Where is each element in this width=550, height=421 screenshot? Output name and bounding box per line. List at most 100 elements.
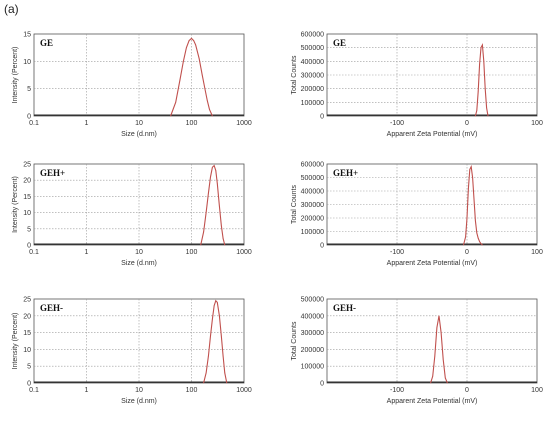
data-point — [170, 115, 171, 117]
series-line — [200, 164, 226, 246]
data-point — [465, 236, 466, 238]
data-point — [430, 382, 431, 384]
data-point — [183, 60, 184, 62]
y-tick-label: 200000 — [301, 216, 324, 223]
x-tick-label: 100 — [186, 120, 198, 127]
x-tick-label: 10 — [135, 120, 143, 127]
data-point — [484, 88, 486, 90]
x-tick-label: 0 — [465, 120, 469, 127]
chart-zeta-gehm: -100 0 100 0 100000 200000 300000 400000 500000 A… — [291, 297, 543, 406]
y-tick-label: 300000 — [301, 330, 324, 337]
x-tick-label: 0.1 — [29, 120, 39, 127]
data-point — [208, 355, 209, 357]
series-line — [203, 299, 228, 384]
plot-frame — [326, 298, 538, 384]
y-tick-label: 5 — [27, 226, 31, 233]
chart-size-ge: 0.1 1 10 100 1000 0 5 10 15 Size (d.nm) Intensity … — [12, 32, 252, 139]
y-tick-label: 15 — [23, 194, 31, 201]
data-point — [213, 305, 215, 307]
data-point — [447, 382, 448, 384]
data-point — [482, 44, 483, 46]
data-point — [179, 80, 181, 81]
data-point — [203, 231, 204, 233]
data-point — [482, 244, 483, 246]
y-tick-label: 0 — [27, 114, 31, 121]
y-tick-label: 0 — [27, 381, 31, 388]
data-point — [432, 375, 434, 377]
chart-size-gehm: 0.1 1 10 100 1000 0 5 10 15 20 25 Size (d.nm) Intens… — [12, 297, 252, 406]
y-tick-label: 500000 — [301, 297, 324, 304]
x-axis-label: Size (d.nm) — [121, 260, 157, 267]
data-point — [436, 327, 438, 328]
x-tick-label: 100 — [531, 387, 543, 394]
data-point — [442, 359, 444, 360]
y-axis-label: Intensity (Percent) — [12, 47, 19, 104]
data-point — [215, 300, 217, 302]
data-point — [198, 58, 200, 59]
series-line — [474, 42, 489, 117]
data-point — [477, 91, 479, 92]
data-point — [205, 212, 207, 213]
y-tick-label: 400000 — [301, 313, 324, 320]
data-point — [212, 318, 213, 320]
y-tick-label: 100000 — [301, 229, 324, 236]
data-point — [487, 115, 489, 117]
x-tick-label: -100 — [390, 120, 404, 127]
y-tick-label: 300000 — [301, 202, 324, 209]
data-point — [483, 60, 485, 62]
data-point — [434, 355, 436, 357]
data-point — [444, 377, 446, 379]
data-point — [220, 225, 222, 226]
y-tick-label: 300000 — [301, 73, 324, 80]
x-tick-label: 0 — [465, 387, 469, 394]
data-point — [473, 198, 475, 200]
series-line — [462, 164, 483, 246]
y-tick-label: 600000 — [301, 162, 324, 169]
y-tick-label: 200000 — [301, 86, 324, 93]
data-point — [476, 232, 478, 234]
data-point — [200, 244, 202, 246]
y-tick-label: 5 — [27, 86, 31, 93]
data-point — [220, 335, 222, 337]
x-axis-label: Size (d.nm) — [121, 398, 157, 405]
data-point — [204, 88, 206, 90]
data-point — [476, 110, 478, 111]
x-tick-label: 0.1 — [29, 387, 39, 394]
y-axis-label: Intensity (Percent) — [12, 176, 19, 233]
data-point — [438, 315, 440, 317]
y-tick-label: 5 — [27, 364, 31, 371]
y-tick-label: 15 — [23, 330, 31, 337]
data-point — [216, 183, 218, 184]
data-point — [479, 241, 480, 242]
y-tick-label: 400000 — [301, 189, 324, 196]
y-axis-label: Total Counts — [291, 55, 298, 94]
y-tick-label: 0 — [320, 243, 324, 250]
y-tick-label: 0 — [27, 243, 31, 250]
x-tick-label: 1000 — [236, 120, 252, 127]
y-tick-label: 10 — [23, 59, 31, 66]
x-axis-label: Apparent Zeta Potential (mV) — [387, 398, 478, 405]
data-point — [472, 177, 473, 178]
y-tick-label: 10 — [23, 347, 31, 354]
data-point — [210, 335, 211, 337]
chart-zeta-gehp: -100 0 100 0 100000 200000 300000 400000 500000 6… — [291, 162, 543, 268]
y-tick-label: 0 — [320, 381, 324, 388]
data-point — [216, 302, 218, 303]
sample-title: GE — [333, 38, 346, 48]
x-tick-label: 1 — [85, 249, 89, 256]
data-point — [206, 100, 208, 102]
data-point — [480, 47, 482, 49]
data-point — [219, 205, 220, 207]
data-point — [210, 176, 211, 178]
data-point — [219, 315, 220, 317]
y-tick-label: 100000 — [301, 364, 324, 371]
x-tick-label: -100 — [390, 249, 404, 256]
sample-title: GE — [40, 38, 53, 48]
data-point — [215, 170, 217, 171]
x-tick-label: 100 — [531, 120, 543, 127]
data-point — [213, 165, 215, 166]
y-tick-label: 0 — [320, 114, 324, 121]
sample-title: GEH- — [333, 303, 356, 313]
y-tick-label: 10 — [23, 210, 31, 217]
x-tick-label: 1000 — [236, 249, 252, 256]
